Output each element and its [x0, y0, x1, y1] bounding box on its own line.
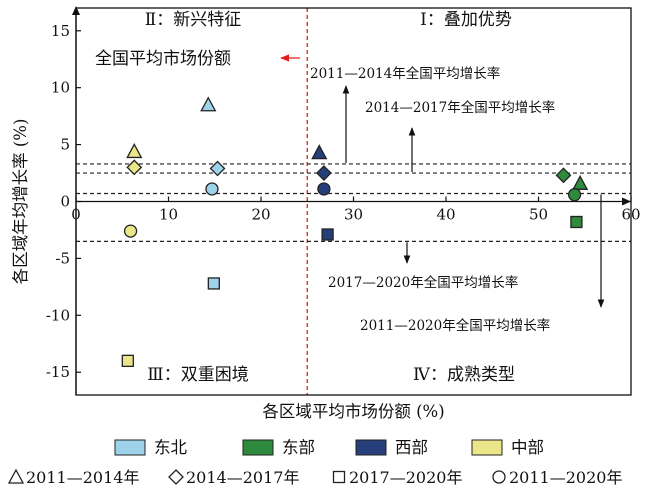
y-tick-label: 15 [51, 22, 70, 40]
point-1-diamond [209, 160, 226, 177]
x-axis-title: 各区域平均市场份额 (%) [262, 402, 444, 421]
national-share-label: 全国平均市场份额 [95, 49, 231, 69]
legend-swatch-1 [114, 439, 146, 456]
x-tick-label: 20 [251, 206, 270, 224]
x-tick-label: 50 [529, 206, 548, 224]
quadrant-1-label: Ⅰ：叠加优势 [420, 10, 512, 30]
y-tick-label: 0 [60, 193, 70, 211]
legend-circle-icon [492, 470, 506, 484]
y-tick-label: 5 [60, 136, 70, 154]
quadrant-2-label: Ⅱ：新兴特征 [145, 10, 242, 30]
y-tick-label: -15 [46, 363, 70, 381]
legend-label-2: 东部 [282, 438, 315, 457]
y-tick-label: -10 [46, 306, 70, 324]
y-tick-label: -5 [55, 249, 70, 267]
legend-label-1: 东北 [154, 438, 188, 457]
quadrant-4-label: Ⅳ：成熟类型 [413, 364, 515, 385]
legend-label-4: 中部 [511, 438, 544, 457]
legend-label-3: 西部 [395, 438, 428, 457]
annotations: Ⅱ：新兴特征 Ⅰ：叠加优势 Ⅲ：双重困境 Ⅳ：成熟类型 全国平均市场份额 2011—201… [95, 10, 605, 385]
y-tick-label: 10 [51, 79, 70, 97]
point-2-triangle [572, 174, 589, 190]
point-1-circle [205, 182, 219, 196]
legend-shape-label-3: 2017—2020年 [349, 468, 462, 487]
legend-shape-label-4: 2011—2020年 [509, 468, 622, 487]
legend-square-icon [332, 470, 346, 484]
x-tick-label: 40 [436, 206, 455, 224]
growth-label-2011-2020: 2011—2020年全国平均增长率 [360, 317, 550, 334]
y-axis-arrowhead [72, 6, 80, 15]
legend-diamond-icon [168, 469, 184, 485]
legend-shape-label-1: 2011—2014年 [26, 468, 139, 487]
y-axis-title: 各区域年均增长率 (%) [11, 119, 30, 285]
point-3-square [321, 228, 334, 241]
point-3-circle [317, 182, 331, 196]
growth-label-2014-2017: 2014—2017年全国平均增长率 [365, 99, 555, 116]
growth-label-2017-2020: 2017—2020年全国平均增长率 [328, 274, 518, 291]
data-points [121, 96, 589, 368]
point-4-triangle [126, 143, 143, 159]
point-4-square [121, 354, 134, 368]
reference-lines [76, 8, 631, 395]
point-3-diamond [315, 165, 332, 181]
legend-swatch-3 [355, 439, 387, 456]
legend-swatch-2 [242, 439, 274, 456]
legend: 东北 东部 西部 中部 2011—2014年 2014—2017年 2017—2020年 20… [7, 438, 622, 487]
point-4-diamond [126, 159, 143, 176]
legend-swatch-4 [471, 439, 503, 456]
growth-label-2011-2014: 2011—2014年全国平均增长率 [310, 65, 500, 82]
x-tick-label: 60 [621, 206, 640, 224]
x-tick-label: 30 [344, 206, 363, 224]
legend-shape-label-2: 2014—2017年 [186, 468, 299, 487]
point-4-circle [123, 224, 138, 238]
point-1-triangle [200, 96, 217, 112]
axes: 0 10 20 30 40 50 60 -15 -10 -5 0 5 10 15 各区域平均市场份额 (%)… [11, 6, 641, 421]
point-2-circle [567, 188, 582, 202]
point-2-diamond [555, 167, 572, 184]
legend-triangle-icon [7, 468, 25, 484]
x-tick-label: 0 [71, 206, 81, 224]
x-tick-label: 10 [159, 206, 178, 224]
point-3-triangle [311, 144, 328, 160]
quadrant-3-label: Ⅲ：双重困境 [147, 365, 248, 385]
point-2-square [570, 215, 583, 229]
x-axis-arrowhead [622, 197, 631, 206]
point-1-square [207, 277, 220, 290]
